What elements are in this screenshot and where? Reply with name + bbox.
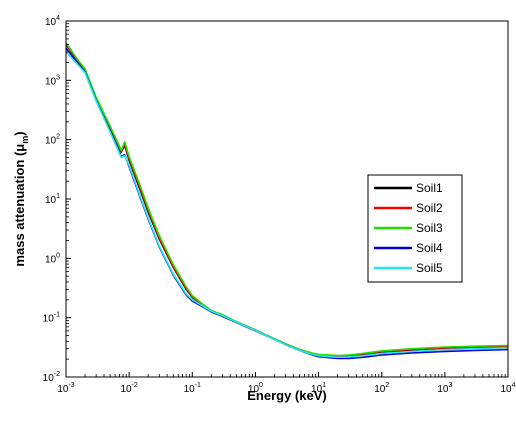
legend-items: Soil1 Soil2 Soil3 Soil4 Soil5 bbox=[374, 181, 443, 275]
y-tick-label: 103 bbox=[45, 74, 60, 87]
x-tick-label: 10-1 bbox=[184, 382, 201, 395]
x-tick-label: 10-3 bbox=[57, 382, 74, 395]
series-line-soil5 bbox=[65, 51, 509, 359]
y-axis-title: mass attenuation (μm) bbox=[12, 131, 30, 266]
y-axis-title-sub: m bbox=[20, 136, 30, 144]
x-tick-label: 101 bbox=[311, 382, 326, 395]
legend-label-soil4: Soil4 bbox=[416, 241, 443, 255]
y-axis-title-end: ) bbox=[12, 131, 27, 135]
legend-label-soil5: Soil5 bbox=[416, 261, 443, 275]
legend-label-soil2: Soil2 bbox=[416, 201, 443, 215]
y-axis-title-main: mass attenuation (μ bbox=[12, 144, 27, 267]
y-tick-label: 10-1 bbox=[43, 312, 60, 325]
y-tick-label: 101 bbox=[45, 193, 60, 206]
x-tick-label: 100 bbox=[248, 382, 263, 395]
y-tick-label: 100 bbox=[45, 252, 60, 265]
x-tick-label: 102 bbox=[374, 382, 389, 395]
series-layer bbox=[65, 42, 509, 360]
y-tick-label: 10-2 bbox=[43, 371, 60, 384]
legend-label-soil1: Soil1 bbox=[416, 181, 443, 195]
x-axis-title: Energy (keV) bbox=[247, 388, 326, 403]
x-tick-label: 10-2 bbox=[120, 382, 137, 395]
x-axis-ticks: 10-3 10-2 10-1 100 101 102 103 104 bbox=[57, 372, 516, 395]
x-tick-label: 104 bbox=[500, 382, 515, 395]
legend: Soil1 Soil2 Soil3 Soil4 Soil5 bbox=[367, 174, 463, 283]
y-tick-label: 102 bbox=[45, 134, 60, 147]
y-tick-label: 104 bbox=[45, 15, 60, 28]
legend-label-soil3: Soil3 bbox=[416, 221, 443, 235]
x-tick-label: 103 bbox=[437, 382, 452, 395]
y-axis-ticks: 10-2 10-1 100 101 102 103 104 bbox=[43, 15, 71, 384]
series-line-soil3 bbox=[65, 42, 509, 357]
